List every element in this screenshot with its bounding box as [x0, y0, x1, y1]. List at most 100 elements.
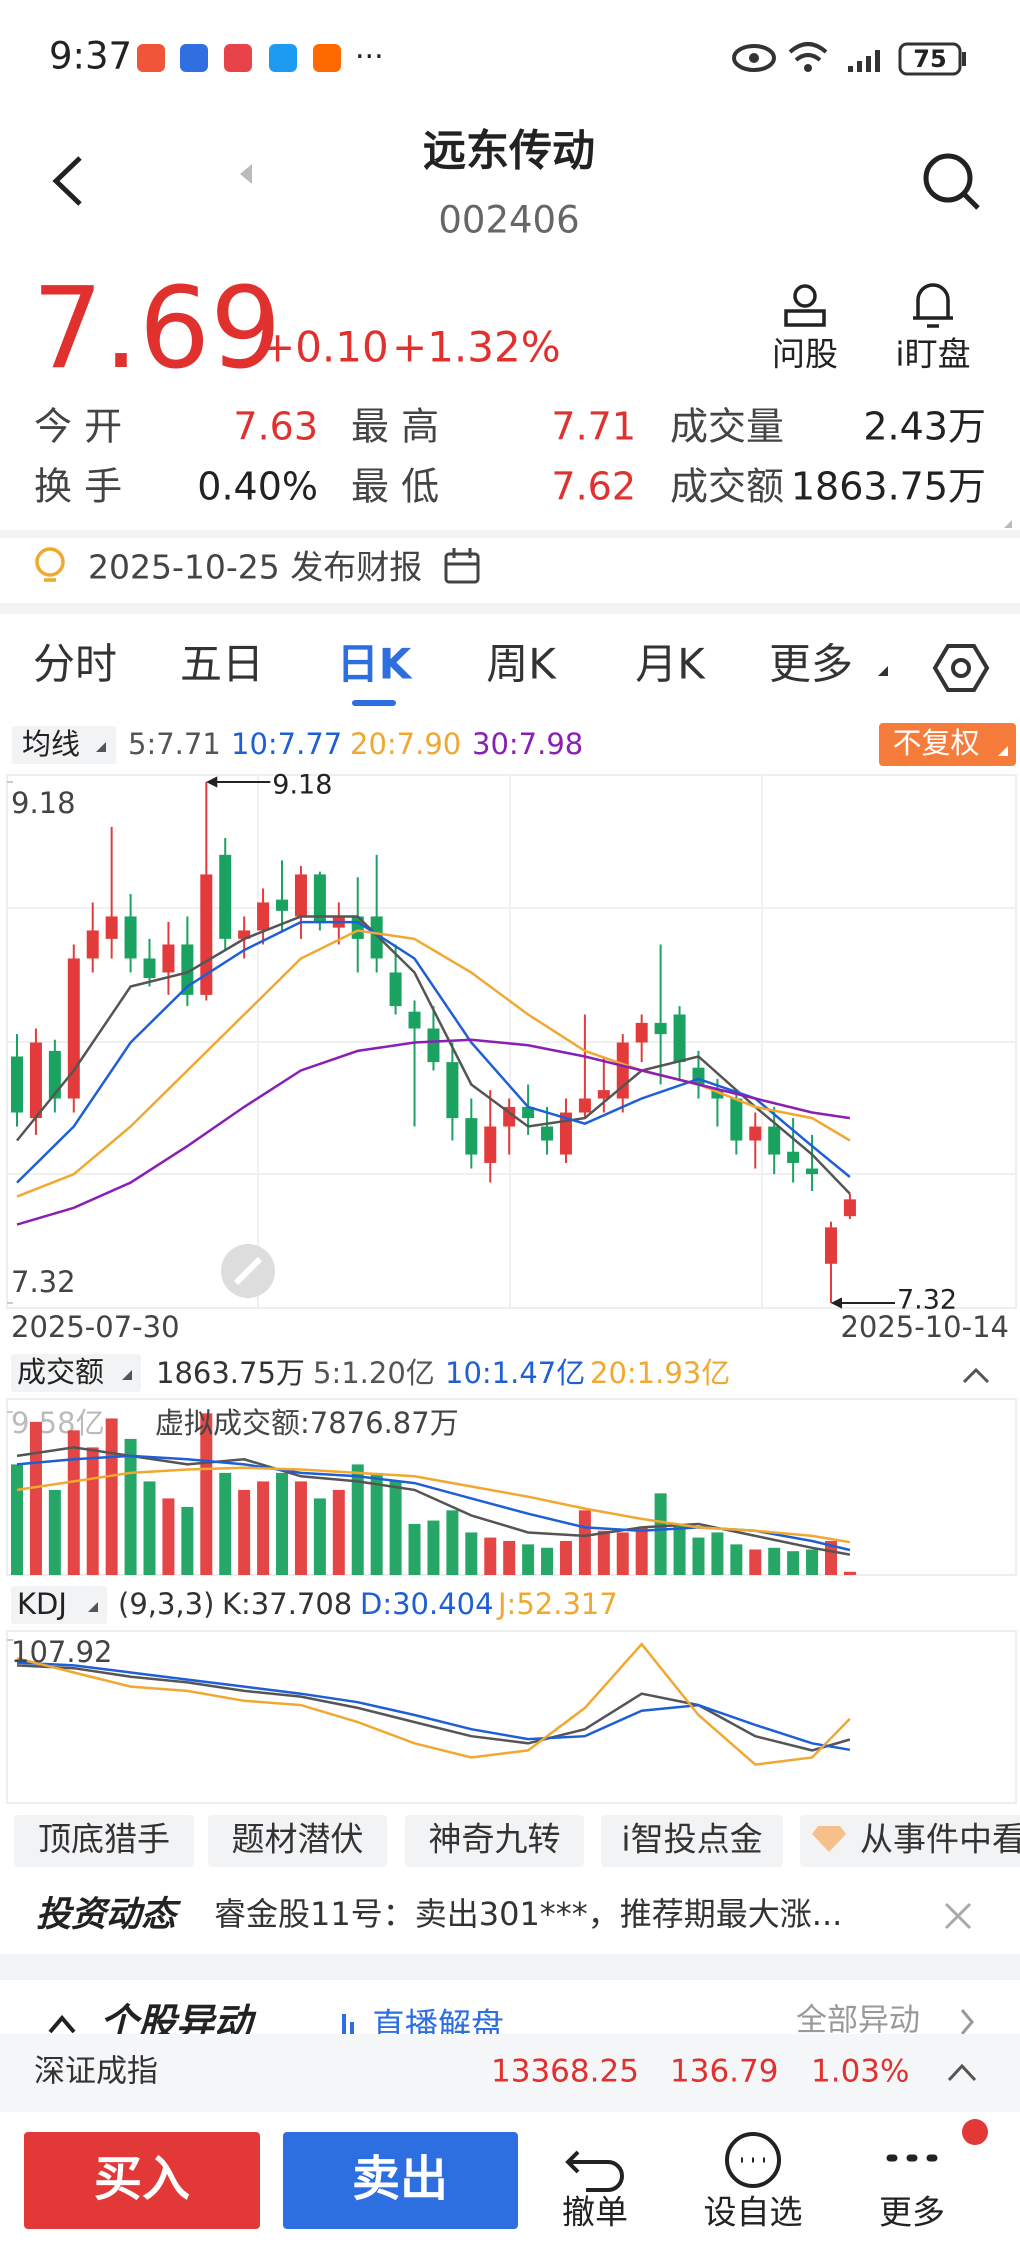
tool-label[interactable]: i智投点金 — [621, 1820, 762, 1859]
sell-label[interactable]: 卖出 — [352, 2151, 448, 2207]
volume-bar — [389, 1481, 402, 1575]
tab[interactable]: 更多 — [769, 640, 853, 689]
tool-chip[interactable] — [405, 1815, 584, 1867]
more-caret — [878, 666, 888, 676]
adjust-button[interactable] — [879, 723, 1016, 766]
watch-icon[interactable] — [913, 283, 953, 328]
watchlist-label[interactable]: 设自选 — [704, 2193, 803, 2232]
candle-body — [522, 1106, 535, 1119]
y-tick-label: 7.32 — [11, 1265, 76, 1299]
tool-label[interactable]: 神奇九转 — [429, 1820, 561, 1859]
back-button[interactable] — [52, 156, 82, 206]
calendar-icon[interactable] — [444, 552, 480, 584]
app-icon — [313, 44, 341, 72]
ma-selector[interactable] — [12, 726, 116, 764]
candle-body — [711, 1090, 724, 1099]
stat-value: 7.71 — [551, 405, 636, 449]
ask-button[interactable]: 问股 — [772, 335, 838, 374]
cancel-icon[interactable] — [565, 2150, 624, 2192]
tab[interactable]: 月K — [635, 640, 706, 689]
search-button[interactable] — [962, 192, 980, 210]
volume-bar — [105, 1418, 118, 1575]
candle-body — [48, 1050, 61, 1099]
draw-tool[interactable] — [233, 1256, 263, 1286]
tool-chip[interactable] — [208, 1815, 387, 1867]
candle-body — [200, 874, 213, 995]
kdj-params: (9,3,3) — [118, 1587, 214, 1621]
volume-label[interactable]: 成交额 — [17, 1355, 104, 1389]
eye-icon — [749, 53, 759, 63]
index-value: 13368.25 — [491, 2054, 639, 2090]
start-date: 2025-07-30 — [11, 1310, 180, 1344]
volume-bar — [597, 1530, 610, 1575]
tab[interactable]: 日K — [337, 640, 413, 689]
calendar-icon[interactable] — [446, 548, 478, 566]
collapse-button[interactable] — [962, 1367, 990, 1384]
ma-label[interactable]: 均线 — [22, 727, 80, 761]
ma-caret — [96, 742, 106, 752]
chevron — [960, 2009, 974, 2035]
watchlist-icon[interactable] — [725, 2132, 781, 2188]
low-marker-label: 7.32 — [897, 1285, 957, 1316]
battery — [962, 52, 966, 66]
tool-chip[interactable] — [14, 1815, 194, 1867]
collapse-icon[interactable] — [48, 2014, 76, 2034]
stat-label: 成交量 — [670, 405, 784, 449]
ask-icon[interactable] — [793, 284, 817, 308]
divider — [0, 530, 1020, 538]
candle-body — [105, 916, 118, 939]
settings-icon[interactable] — [951, 658, 971, 678]
index-bar[interactable] — [0, 2034, 1020, 2112]
all-movement-link[interactable]: 全部异动 — [796, 2003, 920, 2039]
close-news[interactable] — [944, 1902, 972, 1930]
tool-label[interactable]: 从事件中看 — [860, 1820, 1020, 1859]
stock-code: 002406 — [438, 199, 579, 242]
frame-grid — [7, 775, 1016, 1308]
volume-bar — [843, 1571, 856, 1575]
tool-chip[interactable] — [800, 1815, 1020, 1867]
divider — [0, 1954, 1020, 1980]
more-label[interactable]: 更多 — [879, 2193, 945, 2232]
volume-bar — [143, 1481, 156, 1575]
adjust-label[interactable]: 不复权 — [892, 726, 979, 760]
kdj-selector[interactable] — [11, 1586, 107, 1624]
volume-bar — [522, 1544, 535, 1575]
news-text[interactable]: 睿金股11号：卖出301***，推荐期最大涨... — [214, 1895, 842, 1933]
volume-bar — [427, 1520, 440, 1575]
volume-bar — [673, 1523, 686, 1575]
tab[interactable]: 五日 — [180, 640, 264, 689]
prev-arrow[interactable] — [240, 164, 252, 184]
tool-label[interactable]: 题材潜伏 — [232, 1820, 364, 1859]
ask-icon[interactable] — [784, 309, 826, 327]
tool-label[interactable]: 顶底猎手 — [38, 1820, 170, 1859]
battery-level: 75 — [913, 45, 946, 73]
kdj-line — [16, 1664, 851, 1752]
candle-body — [29, 1042, 42, 1119]
candle-body — [389, 972, 402, 1007]
candle-body — [768, 1126, 781, 1155]
candle-body — [654, 1022, 667, 1035]
candle-body — [86, 930, 99, 959]
app-icon — [224, 44, 252, 72]
watch-button[interactable]: i盯盘 — [895, 335, 970, 374]
volume-selector[interactable] — [11, 1354, 141, 1392]
search-button[interactable] — [923, 153, 973, 203]
y-tick-label: 107.92 — [11, 1635, 112, 1669]
wifi-icon — [788, 42, 828, 62]
kdj-legend: J:52.317 — [496, 1587, 618, 1621]
sell-button[interactable] — [283, 2132, 518, 2229]
tab[interactable]: 分时 — [33, 640, 117, 689]
settings-icon[interactable] — [932, 644, 990, 692]
candle-body — [446, 1062, 459, 1119]
buy-label[interactable]: 买入 — [94, 2151, 190, 2207]
volume-bar — [181, 1506, 194, 1575]
kdj-label[interactable]: KDJ — [17, 1587, 67, 1621]
buy-button[interactable] — [24, 2132, 260, 2229]
tool-chip[interactable] — [601, 1815, 783, 1867]
stat-value: 1863.75万 — [791, 465, 986, 509]
expand-index[interactable] — [947, 2063, 977, 2082]
kdj-line — [16, 1661, 851, 1752]
tab[interactable]: 周K — [486, 640, 557, 689]
candle-body — [257, 902, 270, 931]
cancel-label[interactable]: 撤单 — [562, 2193, 628, 2232]
